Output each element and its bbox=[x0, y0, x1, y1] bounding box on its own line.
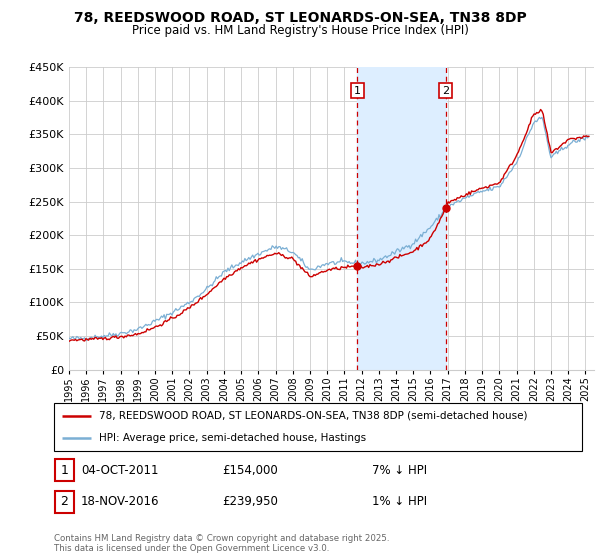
Text: 1% ↓ HPI: 1% ↓ HPI bbox=[372, 495, 427, 508]
Text: 1: 1 bbox=[354, 86, 361, 96]
Text: 1: 1 bbox=[61, 464, 68, 477]
Text: £239,950: £239,950 bbox=[222, 495, 278, 508]
Text: 78, REEDSWOOD ROAD, ST LEONARDS-ON-SEA, TN38 8DP (semi-detached house): 78, REEDSWOOD ROAD, ST LEONARDS-ON-SEA, … bbox=[99, 410, 527, 421]
Text: HPI: Average price, semi-detached house, Hastings: HPI: Average price, semi-detached house,… bbox=[99, 433, 366, 444]
Text: 2: 2 bbox=[442, 86, 449, 96]
Text: 04-OCT-2011: 04-OCT-2011 bbox=[81, 464, 158, 477]
Text: Price paid vs. HM Land Registry's House Price Index (HPI): Price paid vs. HM Land Registry's House … bbox=[131, 24, 469, 36]
Text: 78, REEDSWOOD ROAD, ST LEONARDS-ON-SEA, TN38 8DP: 78, REEDSWOOD ROAD, ST LEONARDS-ON-SEA, … bbox=[74, 11, 526, 25]
Text: £154,000: £154,000 bbox=[222, 464, 278, 477]
Text: 18-NOV-2016: 18-NOV-2016 bbox=[81, 495, 160, 508]
Text: 2: 2 bbox=[61, 495, 68, 508]
Text: 7% ↓ HPI: 7% ↓ HPI bbox=[372, 464, 427, 477]
Text: Contains HM Land Registry data © Crown copyright and database right 2025.
This d: Contains HM Land Registry data © Crown c… bbox=[54, 534, 389, 553]
Bar bbox=[358, 67, 446, 370]
